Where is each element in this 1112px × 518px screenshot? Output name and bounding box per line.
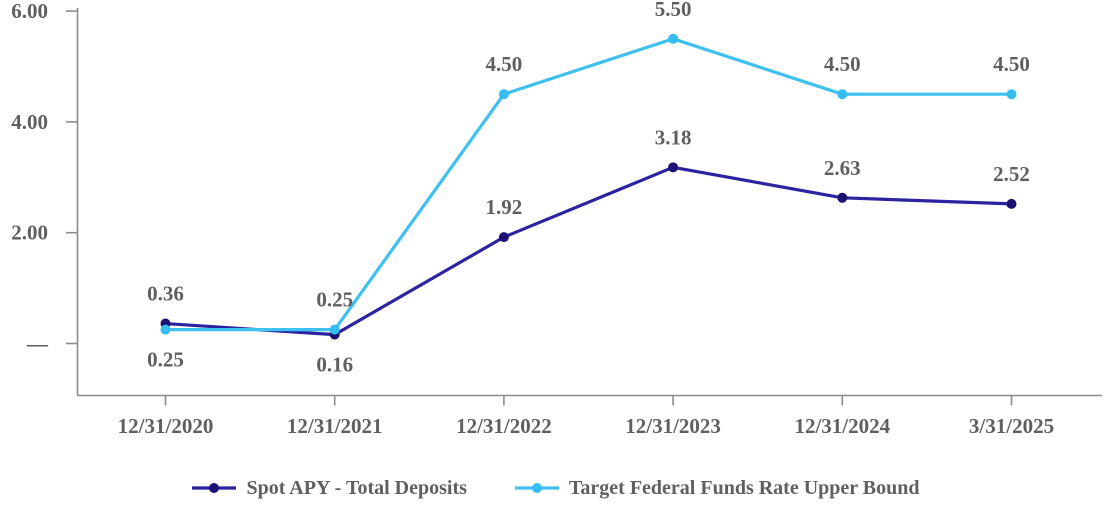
data-label-0-1: 0.16 (316, 353, 353, 377)
data-label-0-2: 1.92 (486, 195, 523, 219)
data-point-1-2 (498, 89, 509, 100)
legend-item-1: Target Federal Funds Rate Upper Bound (514, 476, 920, 500)
y-axis-tick-label: 2.00 (11, 221, 48, 245)
legend-marker-0 (192, 483, 237, 493)
legend-dot-1 (531, 483, 542, 493)
legend-item-0: Spot APY - Total Deposits (192, 476, 467, 500)
x-axis-label: 12/31/2020 (118, 414, 214, 438)
x-axis-label: 12/31/2021 (287, 414, 383, 438)
data-label-1-5: 4.50 (993, 52, 1030, 76)
data-point-1-1 (329, 324, 340, 335)
data-label-1-2: 4.50 (486, 52, 523, 76)
data-label-1-0: 0.25 (147, 348, 184, 372)
legend-marker-1 (514, 483, 559, 493)
legend-label-0: Spot APY - Total Deposits (246, 476, 467, 499)
x-axis-label: 12/31/2024 (794, 414, 890, 438)
y-axis-tick-label: 6.00 (11, 0, 48, 23)
y-axis-tick-label: — (26, 332, 49, 356)
y-axis-tick-label: 4.00 (11, 110, 48, 134)
data-point-0-2 (498, 232, 509, 243)
data-point-0-5 (1006, 198, 1017, 209)
data-label-1-1: 0.25 (316, 288, 353, 312)
data-point-1-3 (668, 33, 679, 44)
x-axis-label: 12/31/2023 (625, 414, 721, 438)
legend-label-1: Target Federal Funds Rate Upper Bound (568, 476, 920, 499)
data-label-1-4: 4.50 (824, 52, 861, 76)
x-axis-label: 3/31/2025 (969, 414, 1054, 438)
series-line-0 (163, 165, 1014, 337)
data-label-1-3: 5.50 (655, 0, 692, 21)
data-label-0-3: 3.18 (655, 125, 692, 149)
data-label-0-0: 0.36 (147, 282, 184, 306)
data-point-0-3 (668, 162, 679, 173)
series-line-1 (163, 37, 1014, 332)
data-point-1-0 (160, 324, 171, 335)
data-point-0-4 (837, 192, 848, 203)
legend: Spot APY - Total Deposits Target Federal … (0, 470, 1112, 506)
legend-dot-0 (209, 483, 220, 493)
data-label-0-5: 2.52 (993, 162, 1030, 186)
data-label-0-4: 2.63 (824, 156, 861, 180)
x-axis-label: 12/31/2022 (456, 414, 552, 438)
data-point-1-4 (837, 89, 848, 100)
data-point-1-5 (1006, 89, 1017, 100)
